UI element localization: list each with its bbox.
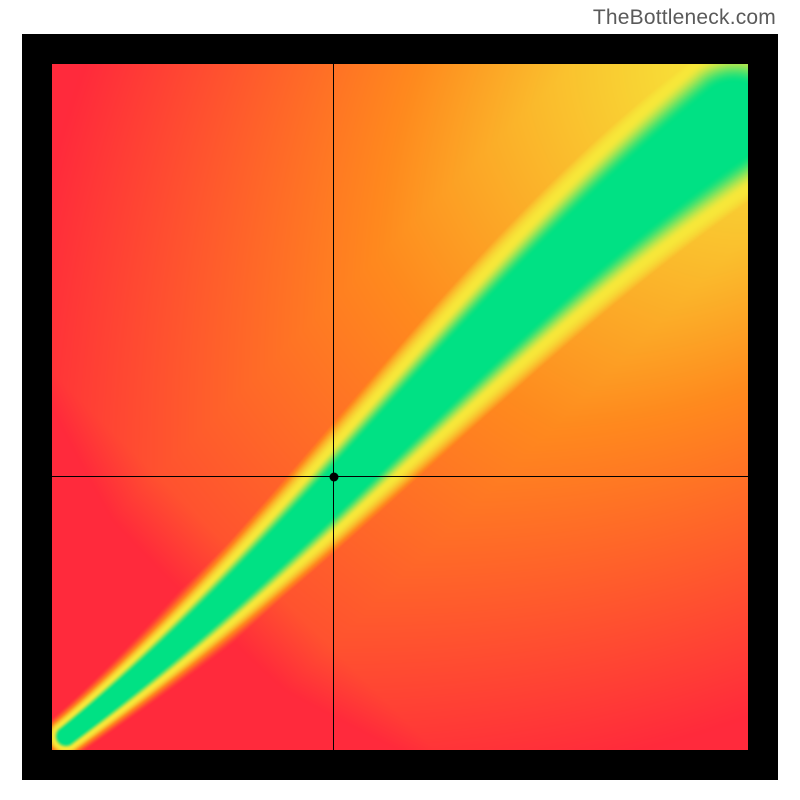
crosshair-horizontal: [52, 476, 748, 477]
watermark-text: TheBottleneck.com: [593, 6, 776, 30]
heatmap-plot-area: [52, 64, 748, 750]
data-point-marker: [329, 472, 338, 481]
chart-container: TheBottleneck.com: [0, 0, 800, 800]
heatmap-canvas: [52, 64, 748, 750]
crosshair-vertical: [333, 64, 334, 750]
